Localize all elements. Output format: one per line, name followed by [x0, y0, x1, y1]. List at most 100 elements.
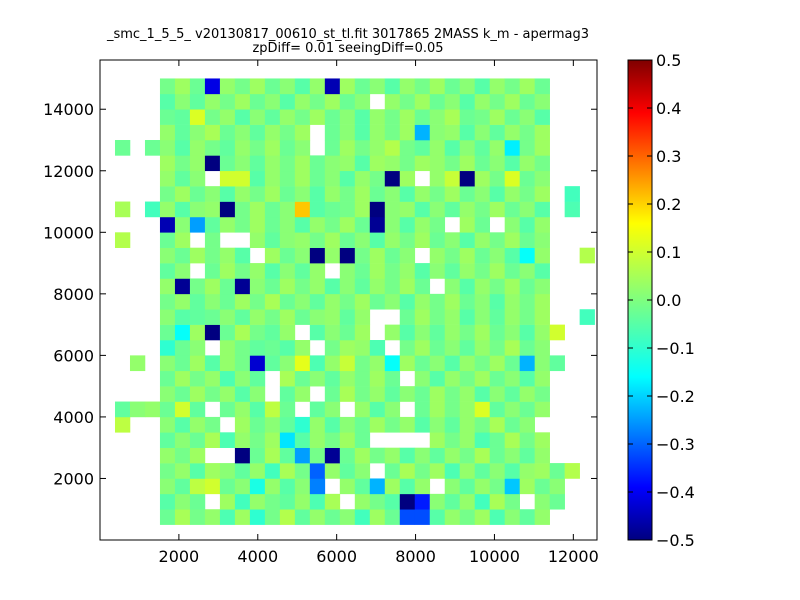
heatmap-cell [519, 93, 535, 110]
heatmap-cell [159, 340, 176, 356]
heatmap-cell [369, 478, 386, 495]
heatmap-cell [504, 140, 520, 156]
heatmap-cell [189, 309, 206, 325]
heatmap-cell [399, 109, 416, 125]
heatmap-cell [324, 93, 341, 110]
heatmap-cell [384, 478, 401, 495]
heatmap-cell [414, 401, 431, 418]
heatmap-cell [444, 78, 461, 95]
heatmap-cell [219, 309, 236, 325]
heatmap-cell [489, 170, 505, 187]
heatmap-cell [174, 324, 191, 341]
heatmap-cell [474, 155, 491, 172]
heatmap-cell [474, 493, 491, 510]
heatmap-cell [279, 109, 296, 125]
heatmap-cell [249, 293, 266, 310]
heatmap-cell [459, 293, 476, 310]
heatmap-cell [519, 309, 535, 325]
heatmap-cell [504, 478, 520, 495]
heatmap-cell [264, 324, 281, 341]
heatmap-cell [474, 401, 491, 418]
heatmap-cell [489, 355, 505, 372]
heatmap-cell [264, 155, 281, 172]
heatmap-cell [444, 324, 461, 341]
heatmap-cell [489, 447, 505, 464]
heatmap-cell [384, 232, 401, 248]
heatmap-cell [534, 324, 550, 341]
heatmap-cell [429, 232, 446, 248]
heatmap-cell [174, 293, 191, 310]
heatmap-cell [234, 324, 251, 341]
heatmap-cell [444, 247, 461, 264]
heatmap-cell [339, 509, 356, 525]
heatmap-cell [234, 386, 251, 402]
heatmap-cell [444, 278, 461, 295]
heatmap-cell [354, 124, 371, 141]
heatmap-cell [459, 309, 476, 325]
heatmap-cell [204, 355, 221, 372]
heatmap-cell [429, 170, 446, 187]
heatmap-cell [354, 186, 371, 202]
heatmap-cell [189, 293, 206, 310]
heatmap-cell [354, 432, 371, 448]
heatmap-cell [459, 478, 476, 495]
heatmap-cell [159, 278, 176, 295]
heatmap-cell [489, 340, 505, 356]
heatmap-cell [429, 109, 446, 125]
heatmap-cell [279, 263, 296, 279]
x-tick-label: 8000 [395, 547, 436, 566]
heatmap-cell [474, 386, 491, 402]
heatmap-cell [249, 232, 266, 248]
heatmap-cell [519, 293, 535, 310]
heatmap-cell [504, 201, 520, 218]
heatmap-cell [234, 93, 251, 110]
heatmap-cell [519, 432, 535, 448]
heatmap-cell [384, 278, 401, 295]
heatmap-cell [354, 170, 371, 187]
heatmap-cell [219, 509, 236, 525]
heatmap-cell [204, 109, 221, 125]
heatmap-cell [189, 186, 206, 202]
heatmap-cell [159, 401, 176, 418]
heatmap-cell [504, 293, 520, 310]
heatmap-cell [279, 124, 296, 141]
heatmap-cell [354, 463, 371, 479]
heatmap-cell [234, 401, 251, 418]
heatmap-cell [474, 309, 491, 325]
heatmap-cell [369, 201, 386, 218]
heatmap-cell [534, 478, 550, 495]
heatmap-cell [549, 355, 565, 372]
heatmap-cell [339, 109, 356, 125]
heatmap-cell [519, 355, 535, 372]
heatmap-cell [504, 170, 520, 187]
heatmap-cell [309, 478, 326, 495]
heatmap-cell [444, 447, 461, 464]
heatmap-cell [324, 324, 341, 341]
heatmap-cell [279, 140, 296, 156]
heatmap-cell [264, 416, 281, 433]
heatmap-cell [204, 263, 221, 279]
heatmap-cell [174, 201, 191, 218]
heatmap-cell [534, 509, 550, 525]
heatmap-cell [459, 340, 476, 356]
heatmap-cell [489, 370, 505, 387]
heatmap-cell [429, 463, 446, 479]
heatmap-cell [414, 463, 431, 479]
heatmap-cell [264, 447, 281, 464]
colorbar-tick-label: 0.2 [656, 195, 681, 214]
heatmap-cell [504, 447, 520, 464]
heatmap-cell [294, 432, 311, 448]
heatmap-cell [174, 355, 191, 372]
heatmap-cell [309, 232, 326, 248]
heatmap-cell [369, 247, 386, 264]
heatmap-cell [159, 309, 176, 325]
heatmap-cell [279, 78, 296, 95]
heatmap-cell [534, 186, 550, 202]
heatmap-cell [399, 216, 416, 233]
heatmap-cell [324, 355, 341, 372]
heatmap-cell [309, 324, 326, 341]
heatmap-cell [399, 509, 416, 525]
heatmap-cell [429, 370, 446, 387]
heatmap-cell [294, 340, 311, 356]
heatmap-cell [474, 124, 491, 141]
